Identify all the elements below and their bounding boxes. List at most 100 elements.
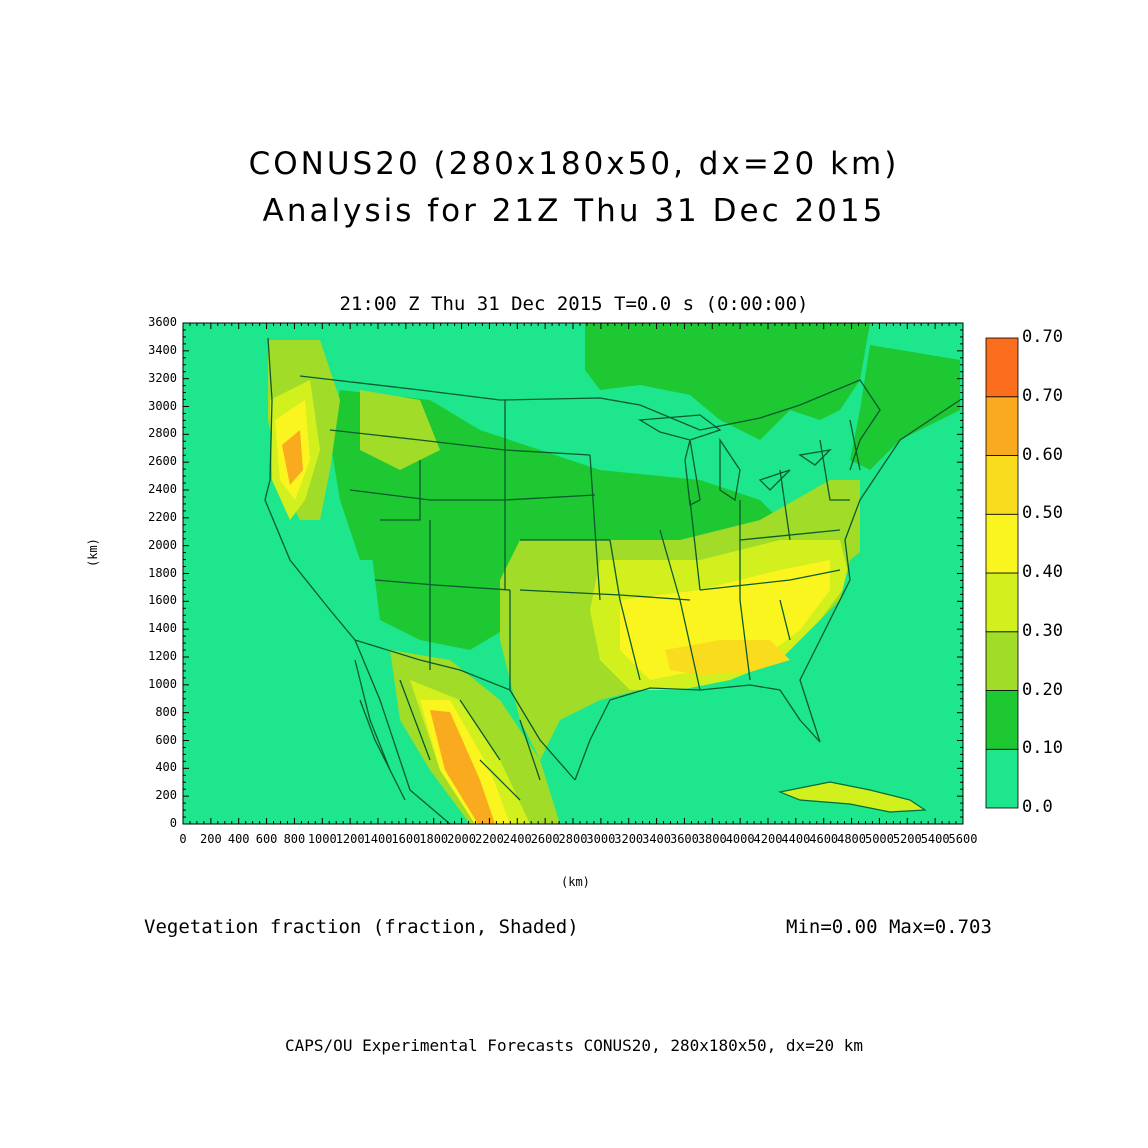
state-lines-west bbox=[329, 400, 511, 690]
y-tick-label: 2200 bbox=[148, 509, 177, 524]
y-tick-label: 1400 bbox=[148, 621, 177, 636]
x-tick-label: 400 bbox=[227, 832, 250, 846]
east-coastline bbox=[799, 399, 961, 743]
colorbar-swatch bbox=[985, 337, 1019, 398]
atlantic-ocean bbox=[820, 460, 960, 824]
x-tick-label: 4600 bbox=[809, 832, 839, 846]
x-tick-label: 3000 bbox=[586, 832, 616, 846]
southwest-green bbox=[370, 520, 540, 650]
colorbar-label: 0.0 bbox=[1022, 797, 1053, 817]
state-lines-central bbox=[504, 449, 701, 691]
y-tick-label: 2600 bbox=[148, 454, 177, 469]
colorbar-swatch bbox=[985, 455, 1019, 515]
x-tick-label: 4800 bbox=[837, 832, 867, 846]
x-tick-label: 2800 bbox=[558, 832, 588, 846]
x-tick-label: 5400 bbox=[920, 832, 950, 846]
axis-ticks bbox=[182, 322, 964, 825]
gulf-orange bbox=[665, 640, 790, 675]
y-tick-label: 2400 bbox=[148, 482, 177, 496]
y-tick-label: 3000 bbox=[148, 398, 177, 413]
colorbar bbox=[985, 337, 1019, 809]
y-tick-label: 1200 bbox=[148, 649, 177, 663]
colorbar-label: 0.50 bbox=[1022, 503, 1063, 524]
x-tick-label: 1800 bbox=[419, 832, 449, 846]
x-tick-label: 4200 bbox=[753, 832, 783, 846]
x-tick-label: 2000 bbox=[447, 832, 477, 846]
x-tick-label: 3600 bbox=[669, 832, 699, 846]
gulf-of-mexico bbox=[585, 692, 820, 824]
eastern-canada-green bbox=[850, 345, 960, 470]
mexico-pacific-coast bbox=[354, 639, 451, 824]
x-tick-label: 2600 bbox=[530, 832, 560, 846]
map-title: CONUS20 (280x180x50, dx=20 km) bbox=[248, 146, 900, 182]
colorbar-swatch bbox=[985, 631, 1019, 691]
y-tick-label: 0 bbox=[169, 816, 177, 830]
colorbar-label: 0.20 bbox=[1022, 679, 1063, 700]
x-tick-label: 5000 bbox=[864, 832, 894, 846]
colorbar-swatch bbox=[985, 748, 1019, 809]
canada-green-region bbox=[585, 323, 870, 440]
x-tick-label: 3400 bbox=[642, 832, 672, 846]
x-tick-label: 3800 bbox=[697, 832, 727, 846]
x-tick-label: 5600 bbox=[948, 832, 978, 846]
x-tick-label: 800 bbox=[283, 832, 306, 846]
y-tick-label: 400 bbox=[155, 760, 177, 775]
colorbar-label: 0.40 bbox=[1022, 562, 1063, 582]
oregon-orange bbox=[282, 430, 303, 485]
y-tick-label: 1800 bbox=[148, 565, 177, 580]
cuba-island bbox=[777, 781, 927, 813]
y-tick-label: 3600 bbox=[148, 315, 177, 329]
colorbar-swatch bbox=[985, 690, 1019, 750]
y-tick-label: 800 bbox=[155, 704, 177, 719]
y-tick-label: 1600 bbox=[148, 593, 177, 608]
colorbar-swatch bbox=[985, 513, 1019, 574]
x-tick-label: 1000 bbox=[307, 832, 337, 846]
y-tick-label: 2800 bbox=[148, 426, 177, 441]
y-tick-label: 1000 bbox=[148, 676, 177, 691]
rockies-lime bbox=[360, 390, 440, 470]
y-axis-label: (km) bbox=[86, 538, 100, 567]
x-axis-label: (km) bbox=[561, 875, 590, 889]
pacific-ocean bbox=[183, 323, 440, 824]
y-tick-label: 200 bbox=[155, 788, 177, 803]
x-tick-label: 2400 bbox=[502, 832, 532, 846]
colorbar-label: 0.30 bbox=[1022, 620, 1063, 641]
x-tick-label: 2200 bbox=[474, 832, 504, 846]
x-tick-label: 5200 bbox=[892, 832, 922, 846]
colorbar-label: 0.70 bbox=[1022, 385, 1063, 406]
x-tick-label: 200 bbox=[200, 832, 222, 846]
y-tick-label: 3400 bbox=[148, 342, 177, 357]
x-tick-label: 1600 bbox=[391, 832, 421, 846]
y-tick-label: 2000 bbox=[148, 537, 177, 552]
x-tick-label: 600 bbox=[255, 832, 278, 846]
x-tick-label: 4400 bbox=[781, 832, 811, 846]
boundary-lines bbox=[264, 337, 961, 824]
field-name: Vegetation fraction (fraction, Shaded) bbox=[144, 916, 579, 938]
colorbar-swatch bbox=[985, 396, 1019, 456]
state-lines-east bbox=[689, 419, 861, 681]
colorbar-label: 0.70 bbox=[1022, 327, 1063, 347]
y-tick-label: 600 bbox=[155, 732, 177, 747]
valid-time-label: 21:00 Z Thu 31 Dec 2015 T=0.0 s (0:00:00… bbox=[339, 293, 809, 315]
mexico-state-lines bbox=[399, 679, 541, 801]
vegetation-field bbox=[183, 323, 960, 824]
footer-credit: CAPS/OU Experimental Forecasts CONUS20, … bbox=[285, 1036, 863, 1055]
map-subtitle: Analysis for 21Z Thu 31 Dec 2015 bbox=[262, 193, 886, 229]
baja-outline bbox=[354, 659, 406, 801]
colorbar-swatch bbox=[985, 572, 1019, 633]
x-tick-label: 1400 bbox=[363, 832, 393, 846]
west-coastline bbox=[264, 337, 356, 641]
colorbar-label: 0.10 bbox=[1022, 738, 1063, 759]
y-tick-label: 3200 bbox=[148, 370, 177, 385]
x-tick-label: 4000 bbox=[725, 832, 755, 846]
field-stats: Min=0.00 Max=0.703 bbox=[786, 916, 992, 938]
x-tick-label: 1200 bbox=[335, 832, 365, 846]
x-tick-label: 0 bbox=[179, 832, 187, 846]
x-tick-label: 3200 bbox=[614, 832, 644, 846]
mexico-orange bbox=[430, 710, 495, 824]
us-canada-border bbox=[299, 375, 881, 471]
us-mexico-border bbox=[354, 639, 576, 781]
great-lakes bbox=[637, 414, 832, 506]
colorbar-label: 0.60 bbox=[1022, 444, 1063, 465]
